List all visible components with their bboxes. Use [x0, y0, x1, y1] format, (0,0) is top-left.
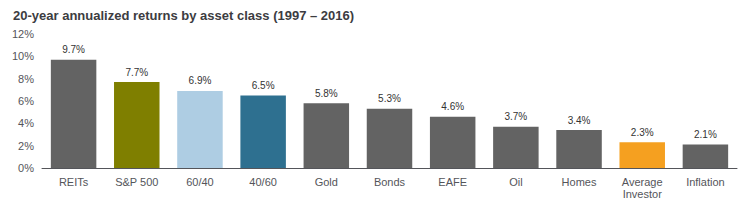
svg-text:6.5%: 6.5%	[252, 80, 275, 91]
svg-text:S&P 500: S&P 500	[115, 176, 158, 188]
svg-text:6%: 6%	[18, 95, 34, 107]
svg-text:60/40: 60/40	[186, 176, 214, 188]
svg-text:2%: 2%	[18, 140, 34, 152]
svg-text:0%: 0%	[18, 162, 34, 174]
svg-text:12%: 12%	[12, 28, 34, 40]
svg-text:Inflation: Inflation	[686, 176, 725, 188]
svg-text:Investor: Investor	[623, 188, 662, 200]
svg-text:REITs: REITs	[59, 176, 89, 188]
svg-text:6.9%: 6.9%	[189, 75, 212, 86]
svg-text:Gold: Gold	[315, 176, 338, 188]
svg-text:Oil: Oil	[509, 176, 522, 188]
svg-text:4%: 4%	[18, 117, 34, 129]
svg-text:7.7%: 7.7%	[125, 67, 148, 78]
svg-text:40/60: 40/60	[249, 176, 277, 188]
svg-text:2.1%: 2.1%	[694, 129, 717, 140]
svg-text:5.3%: 5.3%	[378, 93, 401, 104]
svg-text:EAFE: EAFE	[438, 176, 467, 188]
svg-text:Average: Average	[622, 176, 663, 188]
svg-text:Homes: Homes	[562, 176, 597, 188]
svg-text:3.4%: 3.4%	[568, 115, 591, 126]
svg-text:8%: 8%	[18, 73, 34, 85]
svg-text:20-year annualized returns by: 20-year annualized returns by asset clas…	[13, 8, 354, 23]
svg-text:3.7%: 3.7%	[504, 111, 527, 122]
svg-text:9.7%: 9.7%	[62, 44, 85, 55]
svg-text:Bonds: Bonds	[374, 176, 406, 188]
svg-text:4.6%: 4.6%	[441, 101, 464, 112]
svg-text:10%: 10%	[12, 50, 34, 62]
svg-text:2.3%: 2.3%	[631, 127, 654, 138]
svg-text:5.8%: 5.8%	[315, 88, 338, 99]
